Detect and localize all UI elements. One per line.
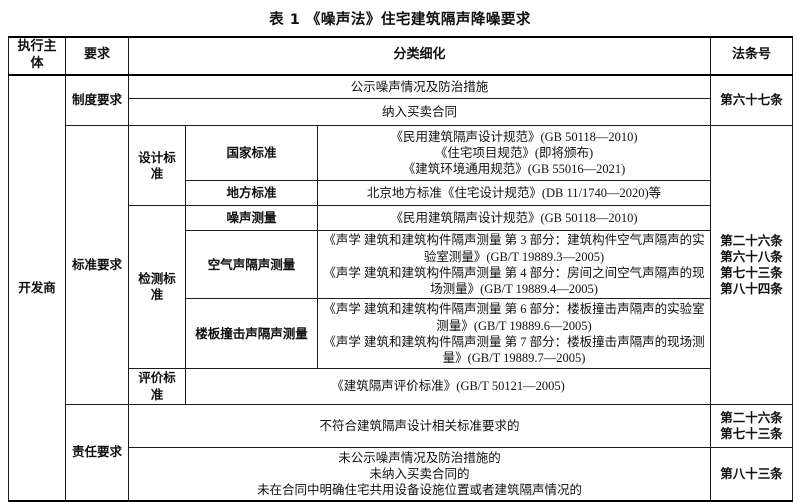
table-title: 表 1 《噪声法》住宅建筑隔声降噪要求 xyxy=(269,12,531,28)
liability-line: 未在合同中明确住宅共用设备设施位置或者建筑隔声情况的 xyxy=(257,483,583,498)
header-requirement: 要求 xyxy=(65,36,129,76)
noise-measure-content: 《民用建筑隔声设计规范》(GB 50118—2010) xyxy=(316,205,712,232)
article-line: 第二十六条 xyxy=(720,233,783,248)
local-standard-content: 北京地方标准《住宅设计规范》(DB 11/1740—2020)等 xyxy=(316,180,712,207)
noise-measure-label: 噪声测量 xyxy=(185,205,318,232)
standard-line: 《声学 建筑和建筑构件隔声测量 第 6 部分：楼板撞击声隔声的实验室测量》(GB… xyxy=(323,302,705,333)
impact-measure-content: 《声学 建筑和建筑构件隔声测量 第 6 部分：楼板撞击声隔声的实验室测量》(GB… xyxy=(316,298,712,370)
article-line: 第八十四条 xyxy=(720,282,783,297)
institutional-row2: 纳入买卖合同 xyxy=(127,98,712,127)
article-line: 第七十三条 xyxy=(720,266,783,281)
table-row: 标准要求 设计标准 国家标准 《民用建筑隔声设计规范》(GB 50118—201… xyxy=(9,125,794,405)
liability-line: 未公示噪声情况及防治措施的 xyxy=(338,450,501,465)
airborne-measure-content: 《声学 建筑和建筑构件隔声测量 第 3 部分：建筑构件空气声隔声的实验室测量》(… xyxy=(316,230,712,300)
header-classification: 分类细化 xyxy=(127,36,712,76)
liability-label: 责任要求 xyxy=(65,403,129,502)
airborne-measure-label: 空气声隔声测量 xyxy=(185,230,318,300)
noise-law-table: 执行主体 要求 分类细化 法条号 开发商 制度要求 公示噪声情况及防治措施 第六… xyxy=(8,36,794,502)
liability-row2-content: 未公示噪声情况及防治措施的 未纳入买卖合同的 未在合同中明确住宅共用设备设施位置… xyxy=(127,446,712,502)
institutional-label: 制度要求 xyxy=(65,74,129,127)
liability-line: 未纳入买卖合同的 xyxy=(369,466,470,481)
national-standard-content: 《民用建筑隔声设计规范》(GB 50118—2010) 《住宅项目规范》(即将颁… xyxy=(316,125,712,182)
table-row: 检测标准 噪声测量 《民用建筑隔声设计规范》(GB 50118—2010) xyxy=(9,205,793,370)
table-row: 评价标准 《建筑隔声评价标准》(GB/T 50121—2005) xyxy=(9,368,793,405)
standard-line: 《声学 建筑和建筑构件隔声测量 第 4 部分：房间之间空气声隔声的现场测量》(G… xyxy=(323,265,705,297)
standard-line: 《建筑环境通用规范》(GB 55016—2021) xyxy=(402,162,626,177)
table-row: 开发商 制度要求 公示噪声情况及防治措施 第六十七条 xyxy=(8,74,794,502)
design-standard-label: 设计标准 xyxy=(128,125,186,207)
header-executor: 执行主体 xyxy=(8,36,66,76)
table-row: 责任要求 不符合建筑隔声设计相关标准要求的 第二十六条 第七十三条 xyxy=(9,403,794,502)
article-line: 第六十八条 xyxy=(720,249,783,264)
standards-articles: 第二十六条 第六十八条 第七十三条 第八十四条 xyxy=(710,125,794,405)
local-standard-label: 地方标准 xyxy=(185,180,318,207)
national-standard-label: 国家标准 xyxy=(185,125,318,182)
standard-line: 《民用建筑隔声设计规范》(GB 50118—2010) xyxy=(390,129,638,144)
table-row: 楼板撞击声隔声测量 《声学 建筑和建筑构件隔声测量 第 6 部分：楼板撞击声隔声… xyxy=(9,298,793,370)
article-line: 第二十六条 xyxy=(720,410,783,425)
liability-row1-articles: 第二十六条 第七十三条 xyxy=(710,403,794,448)
table-row: 空气声隔声测量 《声学 建筑和建筑构件隔声测量 第 3 部分：建筑构件空气声隔声… xyxy=(9,230,793,300)
standard-line: 《声学 建筑和建筑构件隔声测量 第 7 部分：楼板撞击声隔声的现场测量》(GB/… xyxy=(323,334,705,366)
standard-line: 《声学 建筑和建筑构件隔声测量 第 3 部分：建筑构件空气声隔声的实验室测量》(… xyxy=(323,233,705,264)
header-article-no: 法条号 xyxy=(710,36,794,76)
institutional-article: 第六十七条 xyxy=(710,74,794,127)
header-row: 执行主体 要求 分类细化 法条号 xyxy=(8,36,794,76)
standard-line: 《住宅项目规范》(即将颁布) xyxy=(434,146,594,161)
evaluation-standard-label: 评价标准 xyxy=(128,368,186,405)
institutional-row1: 公示噪声情况及防治措施 xyxy=(127,74,712,100)
testing-standard-label: 检测标准 xyxy=(128,205,186,370)
evaluation-standard-content: 《建筑隔声评价标准》(GB/T 50121—2005) xyxy=(184,368,712,405)
liability-row2-article: 第八十三条 xyxy=(710,446,794,502)
liability-row1-content: 不符合建筑隔声设计相关标准要求的 xyxy=(127,403,712,448)
executor-cell: 开发商 xyxy=(8,74,66,502)
table-row: 纳入买卖合同 xyxy=(9,98,793,127)
article-line: 第七十三条 xyxy=(720,426,783,441)
impact-measure-label: 楼板撞击声隔声测量 xyxy=(185,298,318,370)
standards-label: 标准要求 xyxy=(65,125,129,405)
